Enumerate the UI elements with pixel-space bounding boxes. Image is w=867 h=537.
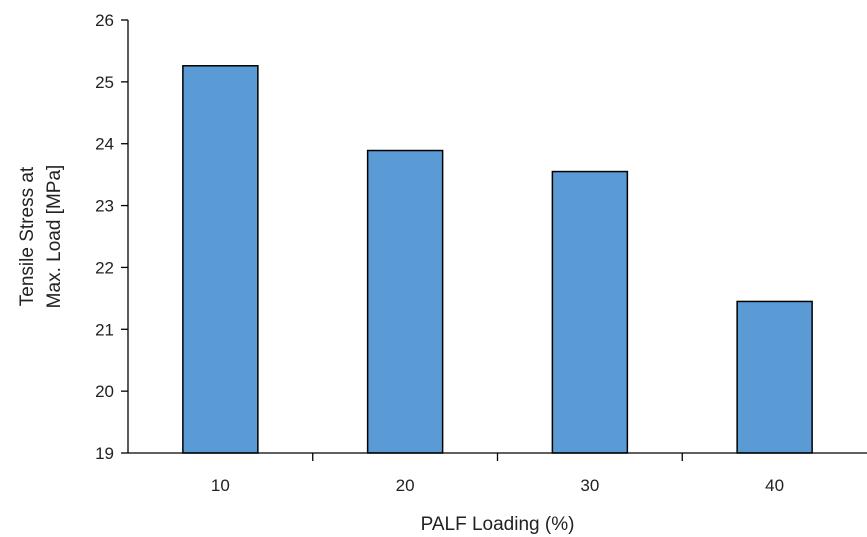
y-axis-label-line-1: Tensile Stress at [17,166,38,306]
y-tick-label: 19 [95,444,114,463]
y-tick-label: 22 [95,258,114,277]
bar-10 [182,65,259,454]
bars [182,65,813,454]
x-tick-label: 40 [765,476,784,495]
y-tick-label: 20 [95,382,114,401]
bar-30 [551,170,629,454]
x-axis-ticks: 10 20 30 40 [211,453,784,495]
x-axis-label: PALF Loading (%) [421,514,575,535]
y-axis-label-line-2: Max. Load [MPa] [44,165,65,309]
y-tick-label: 21 [95,320,114,339]
bar-20 [366,149,444,454]
bar-40 [736,300,813,454]
x-tick-label: 10 [211,476,230,495]
x-tick-label: 30 [580,476,599,495]
y-tick-label: 26 [95,11,114,30]
x-tick-label: 20 [396,476,415,495]
y-tick-label: 23 [95,197,114,216]
y-tick-label: 25 [95,73,114,92]
y-tick-label: 24 [95,135,114,154]
y-axis-ticks: 19 20 21 22 23 24 25 26 [95,11,128,463]
